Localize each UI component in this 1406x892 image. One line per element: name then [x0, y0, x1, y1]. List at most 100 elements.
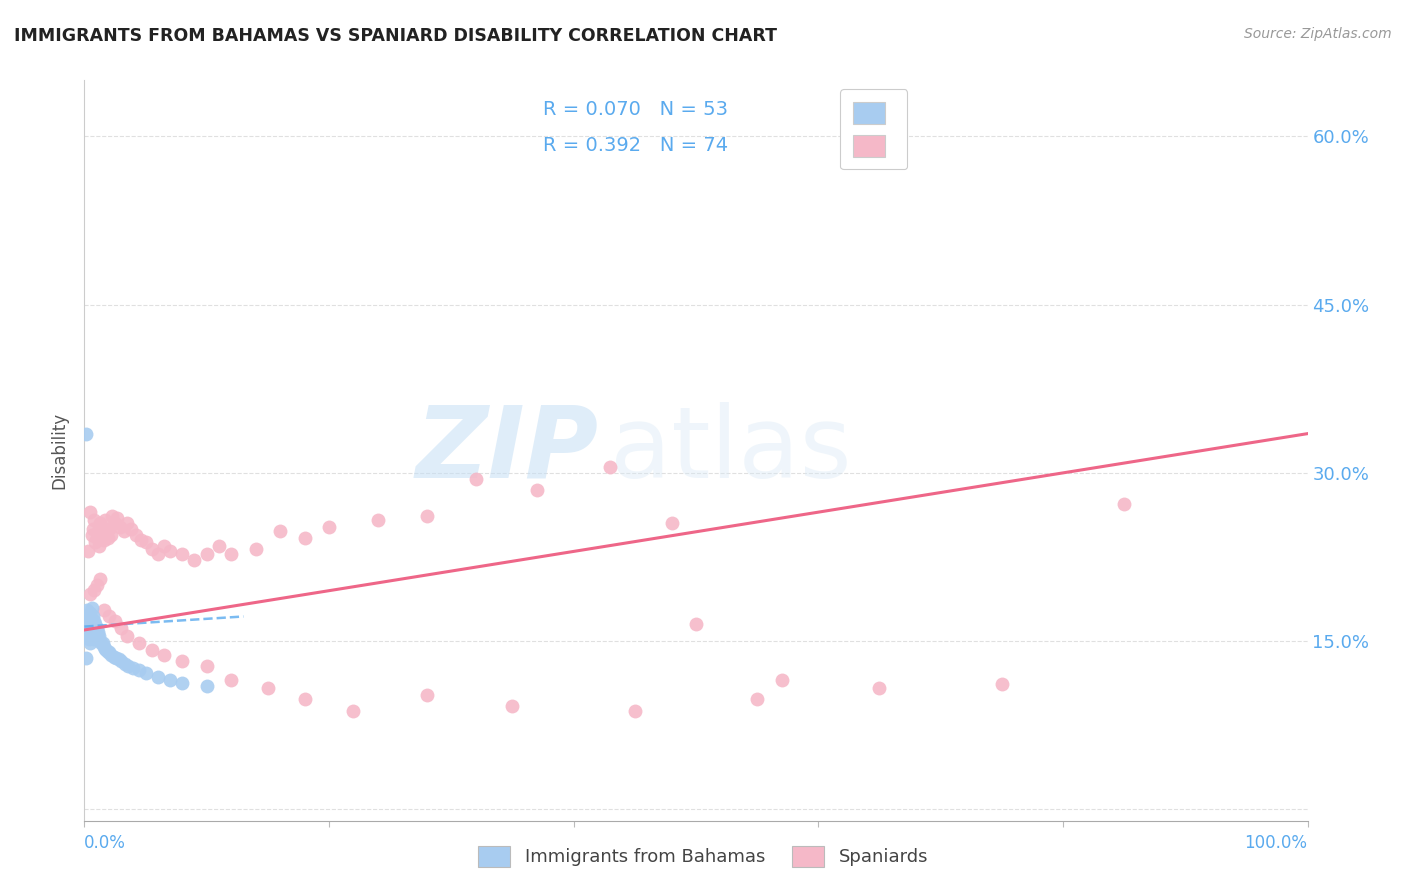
Point — [219, 547, 242, 561]
Point — [110, 654, 132, 668]
Point — [135, 535, 157, 549]
Text: Source: ZipAtlas.com: Source: ZipAtlas.com — [1244, 27, 1392, 41]
Point — [80, 600, 103, 615]
Point — [172, 547, 194, 561]
Point — [87, 524, 110, 539]
Point — [94, 513, 117, 527]
Point — [87, 632, 110, 646]
Point — [112, 524, 135, 539]
Text: R = 0.070   N = 53: R = 0.070 N = 53 — [543, 101, 728, 120]
Point — [104, 614, 127, 628]
Point — [104, 516, 127, 531]
Point — [91, 527, 114, 541]
Text: IMMIGRANTS FROM BAHAMAS VS SPANIARD DISABILITY CORRELATION CHART: IMMIGRANTS FROM BAHAMAS VS SPANIARD DISA… — [14, 27, 778, 45]
Point — [79, 587, 101, 601]
Point — [79, 636, 101, 650]
Point — [91, 636, 114, 650]
Point — [87, 628, 110, 642]
Point — [89, 573, 111, 587]
Point — [103, 649, 125, 664]
Point — [75, 651, 97, 665]
Point — [128, 663, 150, 677]
Point — [80, 621, 103, 635]
Point — [159, 544, 181, 558]
Point — [110, 621, 132, 635]
Point — [79, 505, 101, 519]
Point — [122, 661, 145, 675]
Point — [77, 628, 100, 642]
Point — [991, 677, 1014, 691]
Point — [195, 658, 218, 673]
Point — [97, 531, 120, 545]
Legend: , : , — [841, 89, 907, 169]
Point — [1114, 497, 1136, 511]
Point — [97, 609, 120, 624]
Point — [82, 619, 104, 633]
Point — [685, 617, 707, 632]
Point — [87, 539, 110, 553]
Point — [77, 617, 100, 632]
Point — [97, 645, 120, 659]
Point — [75, 426, 97, 441]
Point — [84, 625, 107, 640]
Point — [146, 547, 169, 561]
Point — [93, 603, 115, 617]
Point — [83, 513, 105, 527]
Text: 0.0%: 0.0% — [84, 834, 127, 853]
Point — [599, 460, 621, 475]
Point — [83, 582, 105, 597]
Point — [195, 679, 218, 693]
Point — [84, 535, 107, 549]
Point — [77, 609, 100, 624]
Point — [416, 508, 439, 523]
Point — [294, 531, 316, 545]
Point — [770, 673, 793, 688]
Point — [82, 522, 104, 536]
Point — [269, 524, 291, 539]
Point — [80, 628, 103, 642]
Point — [93, 640, 115, 654]
Point — [342, 704, 364, 718]
Text: atlas: atlas — [610, 402, 852, 499]
Point — [172, 654, 194, 668]
Point — [141, 643, 163, 657]
Point — [79, 625, 101, 640]
Point — [76, 625, 98, 640]
Point — [502, 699, 524, 714]
Text: R = 0.392   N = 74: R = 0.392 N = 74 — [543, 136, 728, 155]
Point — [464, 471, 486, 485]
Point — [93, 533, 115, 548]
Text: ZIP: ZIP — [415, 402, 598, 499]
Point — [318, 520, 340, 534]
Point — [416, 688, 439, 702]
Point — [79, 606, 101, 620]
Point — [83, 614, 105, 628]
Point — [107, 652, 129, 666]
Point — [115, 628, 138, 642]
Point — [77, 632, 100, 646]
Point — [77, 614, 100, 628]
Point — [83, 623, 105, 637]
Point — [77, 623, 100, 637]
Point — [367, 513, 389, 527]
Point — [77, 544, 100, 558]
Point — [105, 651, 128, 665]
Point — [153, 648, 176, 662]
Point — [83, 632, 105, 646]
Point — [84, 617, 107, 632]
Point — [172, 675, 194, 690]
Point — [86, 621, 108, 635]
Point — [120, 522, 142, 536]
Point — [100, 527, 122, 541]
Point — [82, 627, 104, 641]
Point — [114, 657, 136, 671]
Point — [146, 670, 169, 684]
Point — [208, 539, 231, 553]
Point — [183, 553, 205, 567]
Point — [90, 522, 112, 536]
Point — [97, 522, 120, 536]
Point — [257, 681, 280, 696]
Point — [86, 628, 108, 642]
Point — [80, 612, 103, 626]
Point — [141, 542, 163, 557]
